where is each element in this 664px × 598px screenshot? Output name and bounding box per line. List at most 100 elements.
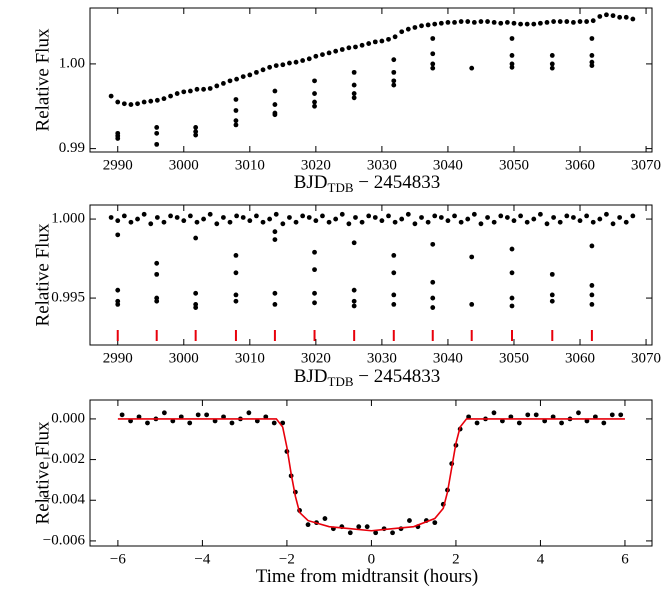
data-point — [320, 52, 325, 57]
data-point — [229, 420, 235, 426]
data-point — [518, 213, 523, 219]
data-point — [430, 279, 436, 285]
data-point — [452, 20, 457, 25]
data-point — [445, 218, 451, 224]
data-point — [533, 412, 539, 418]
data-point — [405, 211, 411, 217]
x-tick-label: 2990 — [103, 350, 133, 366]
data-point — [312, 103, 317, 109]
data-point — [194, 219, 200, 225]
data-point — [577, 218, 583, 224]
data-point — [193, 132, 199, 138]
x-tick-label: 3050 — [499, 350, 529, 366]
x-axis-label: Time from midtransit (hours) — [256, 566, 479, 587]
data-point — [221, 414, 226, 420]
data-point — [391, 253, 397, 258]
data-point — [542, 418, 548, 424]
data-point — [254, 213, 259, 219]
data-point — [564, 19, 570, 24]
data-point — [478, 221, 484, 227]
data-point — [263, 414, 269, 420]
data-point — [509, 61, 515, 67]
x-axis-label: BJDTDB − 2454833 — [294, 366, 441, 389]
data-point — [346, 221, 352, 227]
data-point — [128, 418, 133, 424]
data-point — [154, 130, 160, 136]
x-axis-label-part: Time from midtransit (hours) — [256, 566, 479, 587]
x-tick-label: 3070 — [631, 350, 661, 366]
y-tick-label: 0.99 — [59, 140, 85, 156]
data-point — [399, 216, 405, 222]
data-point — [544, 221, 550, 227]
data-point — [221, 80, 226, 86]
data-point — [293, 59, 299, 65]
data-point — [313, 218, 319, 224]
axes-frame — [89, 7, 653, 153]
data-point — [504, 20, 510, 25]
data-point — [128, 219, 134, 225]
data-point — [260, 219, 266, 225]
data-point — [145, 420, 150, 426]
data-point — [430, 65, 436, 71]
x-axis-label: BJDTDB − 2454833 — [294, 172, 441, 195]
x-tick-label: 2990 — [103, 157, 133, 173]
data-point — [227, 78, 233, 84]
data-point — [589, 283, 595, 288]
y-tick-label: −0.006 — [43, 532, 86, 548]
data-point — [347, 530, 353, 536]
y-tick-label: 0.995 — [51, 290, 85, 306]
data-point — [430, 36, 436, 41]
data-point — [247, 72, 253, 78]
data-point — [458, 19, 464, 24]
data-point — [233, 270, 239, 276]
data-point — [240, 215, 246, 220]
data-point — [246, 410, 252, 416]
data-point — [469, 301, 475, 307]
data-point — [233, 253, 239, 258]
x-axis-label-part: − 2454833 — [354, 172, 441, 193]
data-point — [466, 414, 472, 420]
data-point — [485, 19, 490, 24]
model-line — [117, 418, 625, 532]
data-point — [312, 91, 317, 96]
data-point — [195, 412, 201, 418]
data-point — [590, 219, 596, 225]
data-point — [234, 76, 240, 82]
data-point — [430, 241, 436, 247]
data-point — [193, 235, 199, 241]
data-point — [391, 301, 397, 307]
data-point — [509, 295, 515, 301]
data-point — [564, 213, 570, 219]
y-axis-label: Relative Flux — [32, 28, 53, 131]
data-point — [247, 218, 253, 224]
data-point — [589, 292, 595, 298]
data-point — [272, 290, 278, 296]
data-point — [141, 211, 147, 217]
data-point — [272, 229, 278, 235]
data-point — [366, 213, 372, 219]
data-point — [178, 414, 184, 420]
data-point — [617, 14, 623, 20]
data-point — [214, 221, 220, 227]
data-point — [576, 410, 581, 416]
data-point — [432, 520, 438, 526]
data-point — [537, 20, 543, 26]
x-tick-label: 3030 — [367, 350, 397, 366]
data-point — [115, 232, 121, 238]
data-point — [379, 38, 385, 44]
data-point — [233, 122, 239, 128]
data-point — [498, 213, 504, 219]
data-point — [306, 215, 312, 220]
data-point — [121, 101, 127, 107]
data-point — [154, 141, 160, 147]
data-point — [511, 218, 517, 224]
data-point — [333, 48, 339, 54]
data-point — [312, 290, 317, 296]
y-tick-label: 1.000 — [51, 211, 85, 227]
data-point — [221, 215, 226, 220]
data-point — [618, 412, 624, 418]
data-point — [405, 26, 411, 32]
data-point — [212, 418, 218, 424]
data-point — [491, 20, 497, 25]
data-point — [320, 213, 325, 219]
